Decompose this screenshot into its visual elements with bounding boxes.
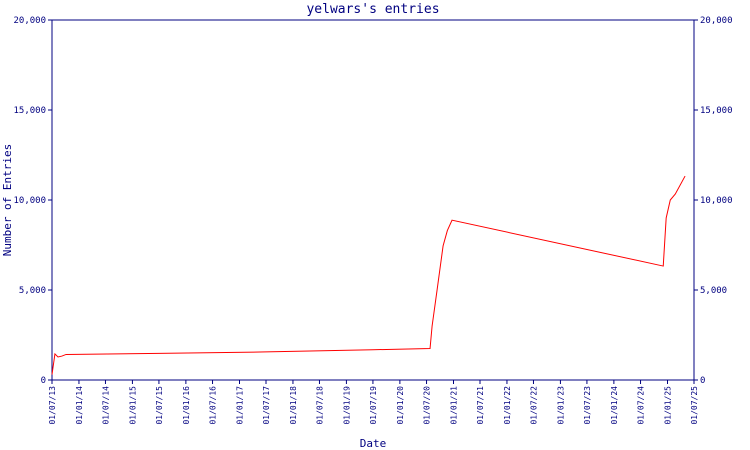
y-tick-label: 10,000 (13, 196, 46, 206)
x-tick-label: 01/07/16 (209, 386, 218, 425)
x-tick-label: 01/01/18 (289, 386, 298, 425)
y-axis-label: Number of Entries (1, 144, 14, 257)
x-tick-label: 01/01/23 (556, 386, 565, 425)
data-line (51, 175, 686, 375)
y2-tick-label: 5,000 (700, 286, 727, 296)
y-tick-label: 5,000 (19, 286, 46, 296)
x-tick-label: 01/07/17 (262, 386, 271, 425)
x-tick-label: 01/01/21 (449, 386, 458, 425)
x-tick-label: 01/01/20 (396, 386, 405, 425)
y-tick-label: 0 (41, 376, 46, 386)
x-tick-label: 01/01/19 (342, 386, 351, 425)
x-tick-label: 01/01/16 (182, 386, 191, 425)
x-tick-label: 01/01/15 (128, 386, 137, 425)
x-tick-label: 01/01/14 (75, 386, 84, 425)
plot-frame (51, 19, 695, 381)
x-tick-label: 01/01/25 (663, 386, 672, 425)
y2-tick-label: 0 (700, 376, 705, 386)
x-tick-label: 01/07/25 (690, 386, 699, 425)
y-tick-label: 15,000 (13, 106, 46, 116)
x-tick-label: 01/01/24 (610, 386, 619, 425)
x-tick-label: 01/07/22 (529, 386, 538, 425)
y2-tick-label: 15,000 (700, 106, 733, 116)
x-tick-label: 01/07/24 (637, 386, 646, 425)
x-tick-label: 01/07/20 (423, 386, 432, 425)
x-tick-label: 01/07/21 (476, 386, 485, 425)
x-axis-label: Date (360, 437, 387, 450)
x-tick-label: 01/01/22 (503, 386, 512, 425)
x-tick-label: 01/07/15 (155, 386, 164, 425)
x-tick-label: 01/07/19 (369, 386, 378, 425)
x-tick-label: 01/01/17 (235, 386, 244, 425)
chart-title: yelwars's entries (306, 2, 439, 17)
x-tick-label: 01/07/14 (101, 386, 110, 425)
y-tick-label: 20,000 (13, 16, 46, 26)
x-tick-label: 01/07/13 (48, 386, 57, 425)
x-tick-label: 01/07/18 (315, 386, 324, 425)
y2-tick-label: 20,000 (700, 16, 733, 26)
x-tick-label: 01/07/23 (583, 386, 592, 425)
y2-tick-label: 10,000 (700, 196, 733, 206)
